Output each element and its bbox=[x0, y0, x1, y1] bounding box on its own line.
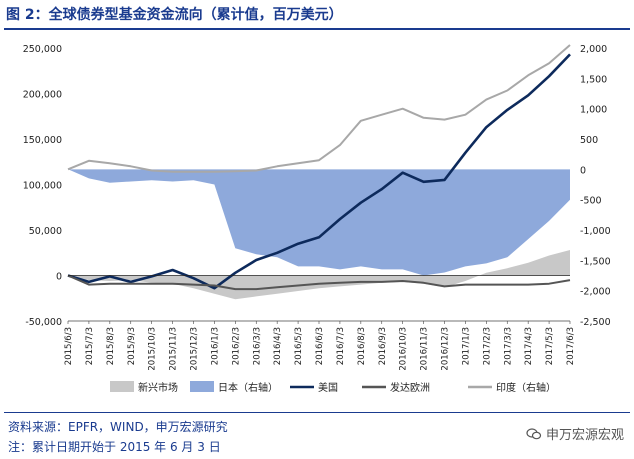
footer-rule bbox=[4, 412, 630, 413]
x-tick-label: 2016/12/3 bbox=[441, 327, 451, 371]
right-tick-label: -2,500 bbox=[580, 317, 611, 328]
x-tick-label: 2016/7/3 bbox=[336, 327, 346, 365]
x-tick-label: 2015/6/3 bbox=[64, 327, 74, 365]
x-tick-label: 2015/9/3 bbox=[127, 327, 137, 365]
series-line-印度（右轴） bbox=[67, 44, 571, 173]
figure-title: 图 2：全球债券型基金资金流向（累计值，百万美元） bbox=[6, 7, 343, 23]
x-tick-label: 2016/4/3 bbox=[273, 327, 283, 365]
x-tick-label: 2015/8/3 bbox=[106, 327, 116, 365]
right-tick-label: -1,500 bbox=[580, 256, 611, 267]
x-tick-label: 2016/1/3 bbox=[210, 327, 220, 365]
note-text: 注：累计日期开始于 2015 年 6 月 3 日 bbox=[8, 440, 221, 454]
left-tick-label: 50,000 bbox=[29, 226, 62, 237]
series-area-日本（右轴） bbox=[68, 169, 570, 276]
series-line-美国 bbox=[67, 53, 571, 290]
legend-label: 发达欧洲 bbox=[390, 381, 430, 394]
left-tick-label: 0 bbox=[56, 272, 62, 283]
legend-swatch bbox=[190, 381, 214, 392]
chart: -50,000 0 50,000 100,000 150,000 200,000 250,0… bbox=[23, 44, 611, 394]
right-tick-label: 2,000 bbox=[580, 44, 607, 55]
x-tick-label: 2017/5/3 bbox=[545, 327, 555, 365]
x-tick-label: 2015/7/3 bbox=[85, 327, 95, 365]
x-tick-label: 2017/2/3 bbox=[482, 327, 492, 365]
x-tick-label: 2017/3/3 bbox=[503, 327, 513, 365]
title-bar: 图 2：全球债券型基金资金流向（累计值，百万美元） bbox=[0, 0, 634, 30]
watermark-text: 申万宏源宏观 bbox=[545, 428, 624, 443]
x-tick-label: 2016/11/3 bbox=[420, 327, 430, 371]
legend-label: 新兴市场 bbox=[138, 381, 178, 394]
right-tick-label: -500 bbox=[580, 196, 602, 207]
x-tick-label: 2017/1/3 bbox=[461, 327, 471, 365]
legend-label: 印度（右轴） bbox=[496, 381, 556, 394]
legend-label: 日本（右轴） bbox=[218, 381, 278, 394]
right-tick-label: 1,500 bbox=[580, 74, 607, 85]
right-tick-label: -1,000 bbox=[580, 226, 611, 237]
x-tick-label: 2015/11/3 bbox=[169, 327, 179, 371]
x-tick-label: 2016/8/3 bbox=[357, 327, 367, 365]
x-tick-label: 2017/4/3 bbox=[524, 327, 534, 365]
x-tick-label: 2016/10/3 bbox=[399, 327, 409, 371]
left-tick-label: 100,000 bbox=[23, 181, 62, 192]
x-tick-label: 2017/6/3 bbox=[566, 327, 576, 365]
right-tick-label: 500 bbox=[580, 135, 598, 146]
x-tick-label: 2016/6/3 bbox=[315, 327, 325, 365]
series-line-发达欧洲 bbox=[67, 274, 571, 291]
left-tick-label: 150,000 bbox=[23, 135, 62, 146]
right-tick-label: -2,000 bbox=[580, 287, 611, 298]
left-tick-label: 250,000 bbox=[23, 44, 62, 55]
source-text: 资料来源：EPFR，WIND，申万宏源研究 bbox=[8, 420, 228, 434]
x-tick-label: 2016/5/3 bbox=[294, 327, 304, 365]
watermark: 申万宏源宏观 bbox=[526, 424, 624, 443]
left-tick-label: 200,000 bbox=[23, 90, 62, 101]
wechat-icon bbox=[526, 427, 542, 439]
x-tick-label: 2016/3/3 bbox=[252, 327, 262, 365]
right-tick-label: 1,000 bbox=[580, 105, 607, 116]
legend-swatch bbox=[110, 381, 134, 392]
x-tick-label: 2015/12/3 bbox=[190, 327, 200, 371]
title-rule bbox=[4, 28, 630, 30]
x-tick-label: 2015/10/3 bbox=[148, 327, 158, 371]
legend-label: 美国 bbox=[318, 381, 338, 394]
right-tick-label: 0 bbox=[580, 165, 586, 176]
x-tick-label: 2016/9/3 bbox=[378, 327, 388, 365]
x-tick-label: 2016/2/3 bbox=[231, 327, 241, 365]
left-tick-label: -50,000 bbox=[25, 317, 62, 328]
